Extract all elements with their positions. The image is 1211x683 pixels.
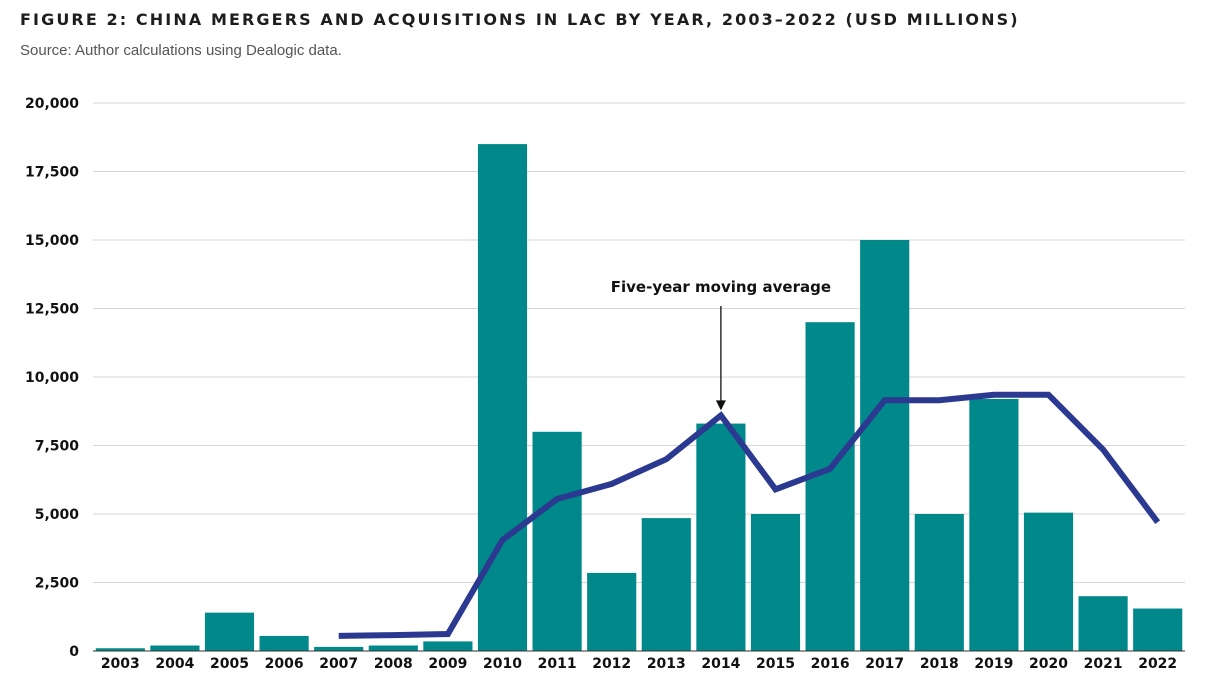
x-tick-label: 2020 [1029, 656, 1068, 672]
bar [1133, 608, 1183, 651]
x-tick-label: 2011 [538, 656, 577, 672]
axis-ticks: 0 2,500 5,000 7,500 10,000 12,500 15,000 17,500… [25, 96, 1185, 672]
x-tick-label: 2010 [483, 656, 522, 672]
bar [532, 431, 582, 651]
x-tick-label: 2014 [701, 656, 740, 672]
bar [1023, 512, 1074, 651]
chart-title: FIGURE 2: CHINA MERGERS AND ACQUISITIONS… [20, 10, 1020, 29]
x-tick-label: 2004 [155, 656, 194, 672]
x-tick-label: 2003 [101, 656, 140, 672]
bar [95, 648, 145, 651]
x-tick-label: 2008 [374, 656, 413, 672]
x-tick-label: 2009 [428, 656, 467, 672]
y-tick-label: 12,500 [25, 302, 79, 318]
y-tick-label: 17,500 [25, 165, 79, 181]
y-tick-label: 0 [69, 644, 79, 660]
x-tick-label: 2013 [647, 656, 686, 672]
x-tick-label: 2005 [210, 656, 249, 672]
bar [587, 572, 637, 651]
bar [1078, 596, 1128, 651]
bar [314, 646, 364, 651]
bar [750, 514, 801, 651]
annotation-group: Five-year moving average [611, 278, 831, 411]
bar [805, 322, 855, 651]
annotation-label: Five-year moving average [611, 278, 831, 296]
y-tick-label: 2,500 [35, 576, 80, 592]
bar [914, 514, 964, 651]
x-tick-label: 2006 [265, 656, 304, 672]
x-tick-label: 2012 [592, 656, 631, 672]
bar [368, 645, 418, 651]
y-tick-label: 15,000 [25, 233, 79, 249]
bar [696, 423, 746, 651]
bar [150, 645, 200, 651]
moving-average-line-group [338, 391, 1161, 639]
y-tick-label: 7,500 [35, 439, 80, 455]
y-tick-label: 5,000 [35, 507, 80, 523]
annotation-arrow-head [715, 400, 726, 411]
x-tick-label: 2019 [974, 656, 1013, 672]
x-tick-label: 2017 [865, 656, 904, 672]
x-tick-label: 2007 [319, 656, 358, 672]
x-tick-label: 2018 [920, 656, 959, 672]
x-tick-label: 2021 [1084, 656, 1123, 672]
bar [423, 641, 473, 651]
bar [259, 635, 309, 651]
y-tick-label: 10,000 [25, 370, 79, 386]
y-tick-label: 20,000 [25, 96, 79, 112]
bar [969, 398, 1019, 651]
chart-subtitle: Source: Author calculations using Dealog… [20, 42, 342, 59]
bar [641, 518, 691, 651]
bar [204, 612, 255, 651]
x-tick-label: 2022 [1138, 656, 1177, 672]
x-tick-label: 2016 [811, 656, 850, 672]
gridlines [93, 102, 1185, 583]
x-tick-label: 2015 [756, 656, 795, 672]
moving-average-line [338, 391, 1161, 639]
bar [860, 240, 910, 651]
bar-series [95, 144, 1183, 651]
